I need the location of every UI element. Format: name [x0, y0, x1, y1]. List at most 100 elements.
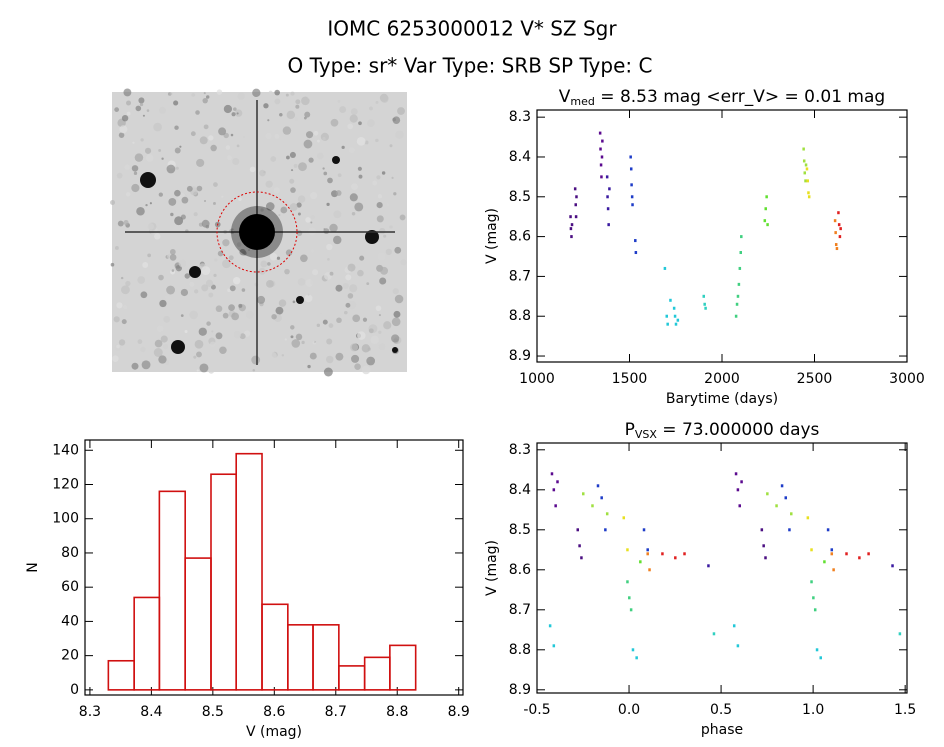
sky-speckle	[252, 369, 256, 372]
target-star	[239, 214, 275, 250]
sky-speckle	[131, 362, 139, 370]
sky-speckle	[378, 343, 386, 351]
sky-speckle	[366, 282, 370, 286]
data-point	[574, 215, 578, 219]
sky-speckle	[170, 92, 173, 95]
data-point	[760, 528, 764, 532]
sky-speckle	[391, 317, 401, 327]
data-point	[575, 195, 578, 199]
sky-speckle	[304, 294, 313, 303]
data-point	[552, 644, 556, 648]
data-point	[867, 552, 870, 556]
sky-speckle	[144, 147, 152, 154]
data-point	[661, 552, 664, 556]
data-point	[788, 528, 791, 532]
sky-speckle	[158, 274, 164, 281]
sky-speckle	[361, 344, 371, 353]
sky-speckle	[354, 363, 361, 370]
sky-speckle	[289, 151, 296, 159]
sky-speckle	[375, 100, 379, 104]
data-point	[736, 488, 740, 492]
data-point	[622, 516, 626, 520]
sky-speckle	[222, 239, 230, 247]
y-tick-label: 8.4	[509, 149, 531, 165]
sky-speckle	[295, 99, 301, 105]
sky-speckle	[322, 137, 326, 141]
sky-speckle	[168, 198, 177, 206]
data-point	[802, 147, 805, 151]
y-tick-label: 8.8	[509, 642, 531, 658]
data-point	[813, 608, 817, 612]
sky-speckle	[278, 299, 287, 307]
sky-speckle	[161, 157, 164, 160]
sky-speckle	[138, 97, 145, 104]
sky-speckle	[354, 202, 364, 212]
sky-speckle	[319, 312, 322, 315]
sky-speckle	[142, 114, 145, 117]
sky-speckle	[180, 314, 184, 317]
sky-speckle	[358, 174, 363, 179]
data-point	[648, 568, 651, 572]
data-point	[735, 302, 739, 306]
sky-speckle	[178, 259, 187, 268]
histogram-bar	[363, 656, 391, 691]
sky-star	[189, 266, 201, 278]
y-tick-label: 20	[61, 648, 79, 664]
data-point	[807, 191, 810, 195]
sky-star	[332, 156, 340, 164]
sky-speckle	[329, 271, 334, 276]
y-tick-label: 8.9	[509, 348, 531, 364]
sky-speckle	[310, 221, 313, 224]
data-point	[766, 223, 769, 227]
sky-speckle	[344, 310, 348, 315]
sky-speckle	[357, 166, 362, 171]
sky-speckle	[286, 155, 290, 160]
sky-speckle	[216, 89, 223, 95]
sky-speckle	[323, 228, 330, 235]
sky-speckle	[136, 206, 145, 216]
sky-speckle	[333, 210, 342, 219]
sky-speckle	[156, 325, 164, 333]
data-point	[739, 251, 742, 255]
y-tick-label: 8.7	[509, 602, 531, 618]
sky-speckle	[174, 216, 184, 226]
sky-speckle	[196, 351, 202, 358]
sky-speckle	[268, 351, 277, 361]
sky-speckle	[293, 163, 298, 168]
sky-speckle	[351, 211, 356, 216]
data-point	[676, 318, 680, 322]
sky-speckle	[121, 319, 127, 325]
data-point	[578, 544, 581, 548]
data-point	[642, 528, 646, 532]
sky-speckle	[145, 203, 148, 207]
sky-speckle	[392, 116, 401, 124]
page-title: IOMC 6253000012 V* SZ Sgr	[327, 17, 617, 41]
data-point	[826, 528, 830, 532]
x-tick-label: 8.7	[325, 704, 347, 720]
data-point	[674, 322, 678, 326]
sky-speckle	[347, 300, 357, 310]
y-tick-label: 60	[61, 579, 79, 595]
histogram-bar	[184, 557, 212, 691]
data-point	[600, 496, 603, 500]
sky-speckle	[190, 131, 196, 137]
sky-speckle	[257, 295, 266, 304]
data-point	[819, 656, 822, 660]
sky-speckle	[383, 234, 387, 238]
y-tick-label: 8.7	[509, 268, 531, 284]
sky-speckle	[274, 98, 281, 105]
chart-title: PVSX = 73.000000 days	[625, 420, 820, 441]
sky-speckle	[297, 212, 301, 216]
sky-speckle	[184, 273, 190, 279]
data-point	[707, 564, 710, 568]
sky-speckle	[120, 276, 124, 280]
sky-speckle	[233, 330, 242, 339]
data-point	[599, 147, 602, 151]
sky-speckle	[117, 220, 124, 227]
y-tick-label: 8.9	[509, 682, 531, 698]
sky-speckle	[208, 292, 214, 298]
sky-speckle	[116, 172, 123, 179]
sky-speckle	[189, 281, 195, 287]
sky-speckle	[110, 262, 115, 267]
